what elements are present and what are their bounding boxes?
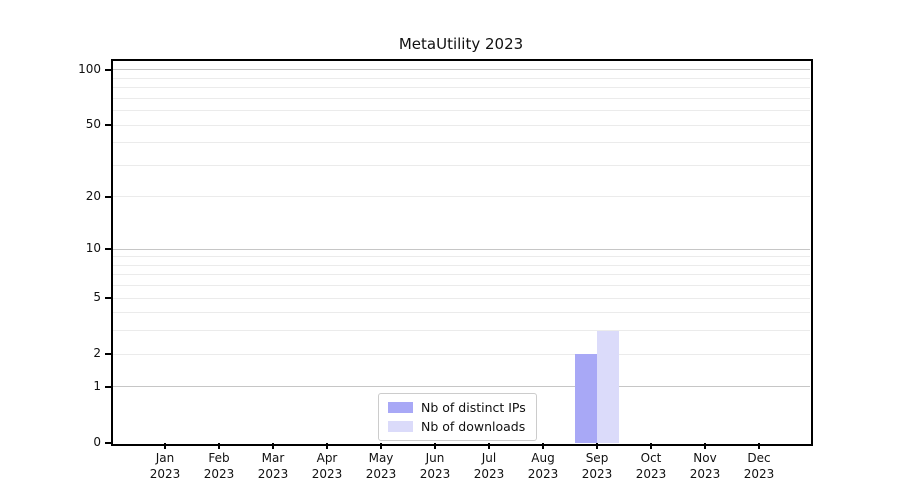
y-tick-label: 2 (93, 346, 101, 361)
legend-item-downloads: Nb of downloads (388, 419, 526, 434)
y-tick-mark (105, 385, 111, 388)
y-tick-label: 100 (78, 61, 101, 76)
x-tick-year: 2023 (635, 467, 667, 481)
x-tick-label: May 2023 (351, 450, 411, 482)
legend-swatch-distinct-ips (388, 402, 413, 413)
x-tick-month: Apr (316, 451, 338, 465)
x-tick-year: 2023 (311, 467, 343, 481)
x-tick-mark (704, 443, 706, 449)
x-tick-mark (272, 443, 274, 449)
x-tick-label: Oct 2023 (621, 450, 681, 482)
gridline-major (112, 248, 810, 250)
x-tick-year: 2023 (257, 467, 289, 481)
gridline-minor (112, 264, 810, 266)
gridline-minor (112, 196, 810, 198)
legend-label-downloads: Nb of downloads (421, 419, 526, 434)
gridline-minor (112, 142, 810, 144)
gridline-minor (112, 297, 810, 299)
x-tick-year: 2023 (743, 467, 775, 481)
x-tick-mark (596, 443, 598, 449)
y-tick-mark (105, 442, 111, 444)
y-tick-mark (105, 248, 111, 251)
gridline-minor (112, 353, 810, 355)
x-tick-label: Jul 2023 (459, 450, 519, 482)
x-tick-label: Feb 2023 (189, 450, 249, 482)
x-tick-mark (326, 443, 328, 449)
legend: Nb of distinct IPs Nb of downloads (378, 393, 537, 441)
y-tick-label: 0 (93, 435, 101, 449)
x-tick-mark (650, 443, 652, 449)
gridline-minor (112, 312, 810, 314)
y-tick-label: 5 (93, 290, 101, 305)
x-tick-mark (542, 443, 544, 449)
x-tick-month: Jun (425, 451, 445, 465)
gridline-minor (112, 256, 810, 258)
x-tick-mark (488, 443, 490, 449)
x-tick-month: Nov (693, 451, 717, 465)
y-tick-mark (105, 68, 111, 71)
x-tick-label: Nov 2023 (675, 450, 735, 482)
gridline-minor (112, 164, 810, 166)
gridline-minor (112, 77, 810, 79)
x-tick-label: Jan 2023 (135, 450, 195, 482)
gridline-minor (112, 330, 810, 332)
legend-item-distinct-ips: Nb of distinct IPs (388, 400, 526, 415)
x-tick-month: Mar (261, 451, 285, 465)
x-tick-label: Jun 2023 (405, 450, 465, 482)
bar-nb-of-downloads (597, 330, 619, 443)
gridline-minor (112, 110, 810, 112)
y-tick-mark (105, 124, 111, 127)
x-tick-label: Mar 2023 (243, 450, 303, 482)
x-tick-mark (164, 443, 166, 449)
x-tick-year: 2023 (149, 467, 181, 481)
x-tick-mark (380, 443, 382, 449)
x-tick-year: 2023 (365, 467, 397, 481)
x-tick-label: Sep 2023 (567, 450, 627, 482)
x-tick-label: Apr 2023 (297, 450, 357, 482)
y-tick-label: 50 (85, 117, 101, 132)
legend-swatch-downloads (388, 421, 413, 432)
x-tick-label: Dec 2023 (729, 450, 789, 482)
x-tick-mark (434, 443, 436, 449)
x-tick-mark (218, 443, 220, 449)
x-tick-month: Aug (531, 451, 555, 465)
x-tick-label: Aug 2023 (513, 450, 573, 482)
x-tick-mark (758, 443, 760, 449)
gridline-minor (112, 124, 810, 126)
x-tick-month: Sep (585, 451, 609, 465)
gridline-minor (112, 87, 810, 89)
x-tick-month: Oct (640, 451, 662, 465)
x-tick-year: 2023 (473, 467, 505, 481)
gridline-major (112, 69, 810, 71)
gridline-minor (112, 274, 810, 276)
gridline-minor (112, 97, 810, 99)
legend-label-distinct-ips: Nb of distinct IPs (421, 400, 526, 415)
bar-nb-of-distinct-ips (575, 354, 597, 443)
gridline-minor (112, 285, 810, 287)
x-tick-month: May (368, 451, 394, 465)
x-tick-year: 2023 (689, 467, 721, 481)
y-tick-mark (105, 297, 111, 300)
y-tick-label: 1 (93, 378, 101, 393)
plot-area: Nb of distinct IPs Nb of downloads (111, 59, 813, 446)
x-tick-month: Dec (747, 451, 771, 465)
chart-title: MetaUtility 2023 (398, 35, 524, 53)
x-tick-year: 2023 (419, 467, 451, 481)
y-tick-label: 10 (85, 241, 101, 256)
x-tick-year: 2023 (203, 467, 235, 481)
x-tick-year: 2023 (581, 467, 613, 481)
y-tick-mark (105, 195, 111, 198)
x-tick-month: Jan (155, 451, 175, 465)
plot-border (111, 59, 813, 446)
y-tick-mark (105, 353, 111, 356)
gridline-major (112, 386, 810, 388)
x-tick-year: 2023 (527, 467, 559, 481)
x-tick-month: Jul (481, 451, 497, 465)
x-tick-month: Feb (208, 451, 230, 465)
y-tick-label: 20 (85, 188, 101, 203)
